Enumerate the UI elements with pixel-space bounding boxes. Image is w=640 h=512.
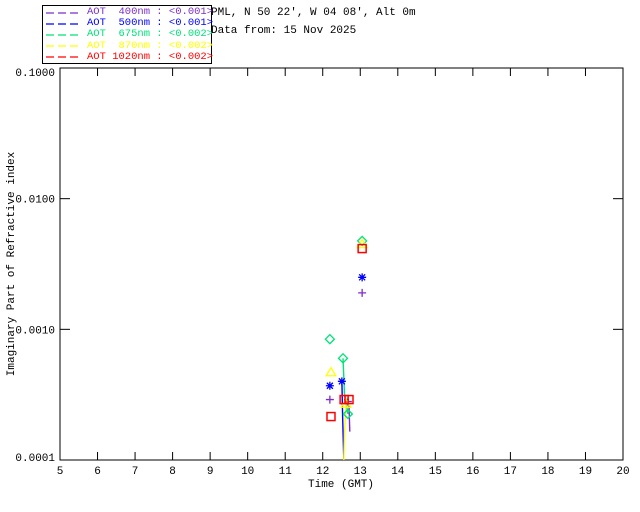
legend-item: AOT 675nm : <0.002> bbox=[43, 28, 214, 41]
x-axis-tick-label: 7 bbox=[132, 466, 139, 478]
y-axis-tick-label: 0.0001 bbox=[15, 453, 55, 465]
legend-label: AOT 870nm : <0.002> bbox=[87, 39, 214, 52]
marker-asterisk bbox=[337, 377, 346, 386]
legend-dash-sample bbox=[46, 45, 82, 47]
series-line-aot-870nm bbox=[343, 403, 347, 460]
x-axis-tick-label: 18 bbox=[541, 466, 554, 478]
marker-plus bbox=[325, 395, 334, 404]
plot-frame bbox=[59, 67, 624, 461]
x-axis-tick-label: 15 bbox=[429, 466, 442, 478]
marker-diamond bbox=[337, 352, 349, 364]
series-line-aot-500nm bbox=[341, 381, 345, 460]
x-axis-tick-label: 10 bbox=[241, 466, 254, 478]
marker-diamond bbox=[356, 235, 368, 247]
x-axis-tick-label: 11 bbox=[279, 466, 293, 478]
marker-triangle bbox=[356, 238, 369, 249]
x-axis-tick-label: 19 bbox=[579, 466, 592, 478]
legend-item: AOT 500nm : <0.001> bbox=[43, 17, 214, 30]
marker-square bbox=[357, 243, 367, 254]
marker-plus bbox=[358, 288, 367, 297]
x-axis-tick-label: 5 bbox=[57, 466, 64, 478]
x-axis-title: Time (GMT) bbox=[307, 479, 375, 491]
legend-item: AOT 400nm : <0.001> bbox=[43, 6, 214, 18]
legend-item: AOT 870nm : <0.002> bbox=[43, 39, 214, 52]
legend-dash-sample bbox=[46, 56, 82, 58]
legend-box: AOT 400nm : <0.001> AOT 500nm : <0.001> AO… bbox=[42, 5, 214, 64]
marker-asterisk bbox=[358, 273, 367, 282]
series-aot-500nm bbox=[325, 273, 367, 390]
x-axis-tick-label: 17 bbox=[504, 466, 517, 478]
series-aot-870nm bbox=[325, 238, 369, 408]
marker-square bbox=[339, 394, 349, 405]
x-axis-tick-label: 8 bbox=[169, 466, 176, 478]
x-axis-tick-label: 16 bbox=[466, 466, 479, 478]
header-date: Data from: 15 Nov 2025 bbox=[211, 25, 357, 37]
series-line-aot-400nm bbox=[348, 405, 351, 432]
y-axis-tick-label: 0.0010 bbox=[15, 325, 55, 337]
x-axis-tick-label: 12 bbox=[316, 466, 329, 478]
legend-label: AOT 1020nm : <0.002> bbox=[87, 50, 214, 63]
marker-diamond bbox=[342, 408, 354, 420]
marker-square bbox=[344, 394, 354, 405]
legend-item: AOT 1020nm : <0.002> bbox=[43, 50, 214, 63]
legend-label: AOT 400nm : <0.001> bbox=[87, 6, 214, 18]
legend-dash-sample bbox=[46, 11, 82, 14]
header-location: PML, N 50 22', W 04 08', Alt 0m bbox=[211, 7, 416, 19]
marker-triangle bbox=[325, 366, 337, 377]
marker-square bbox=[326, 411, 336, 422]
legend-label: AOT 500nm : <0.001> bbox=[87, 17, 214, 30]
x-axis-tick-label: 13 bbox=[354, 466, 367, 478]
x-axis-tick-label: 9 bbox=[207, 466, 214, 478]
marker-asterisk bbox=[325, 381, 334, 390]
x-axis-tick-label: 20 bbox=[616, 466, 629, 478]
series-aot-675nm bbox=[324, 235, 368, 420]
x-axis-tick-label: 14 bbox=[391, 466, 405, 478]
x-axis-tick-label: 6 bbox=[94, 466, 101, 478]
legend-label: AOT 675nm : <0.002> bbox=[87, 28, 214, 41]
y-axis-title: Imaginary Part of Refractive index bbox=[6, 151, 18, 377]
y-axis-tick-label: 0.1000 bbox=[15, 68, 55, 80]
marker-diamond bbox=[324, 333, 336, 345]
legend-dash-sample bbox=[46, 23, 82, 25]
series-aot-1020nm bbox=[326, 243, 367, 422]
legend-dash-sample bbox=[46, 34, 82, 36]
y-axis-tick-label: 0.0100 bbox=[15, 195, 55, 207]
